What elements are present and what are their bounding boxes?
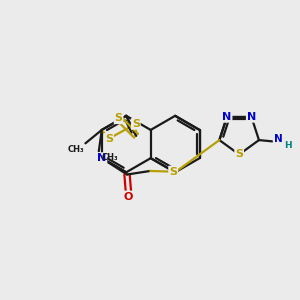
Text: S: S [169,167,177,176]
Text: N: N [247,112,256,122]
Text: S: S [115,113,123,123]
Text: S: S [132,119,140,129]
Text: CH₃: CH₃ [67,145,84,154]
Text: N: N [222,112,232,122]
Text: S: S [235,149,243,160]
Text: CH₃: CH₃ [101,153,118,162]
Text: H: H [284,141,292,150]
Text: S: S [105,134,113,144]
Text: O: O [124,191,133,202]
Text: N: N [274,134,282,144]
Text: N: N [97,153,106,163]
